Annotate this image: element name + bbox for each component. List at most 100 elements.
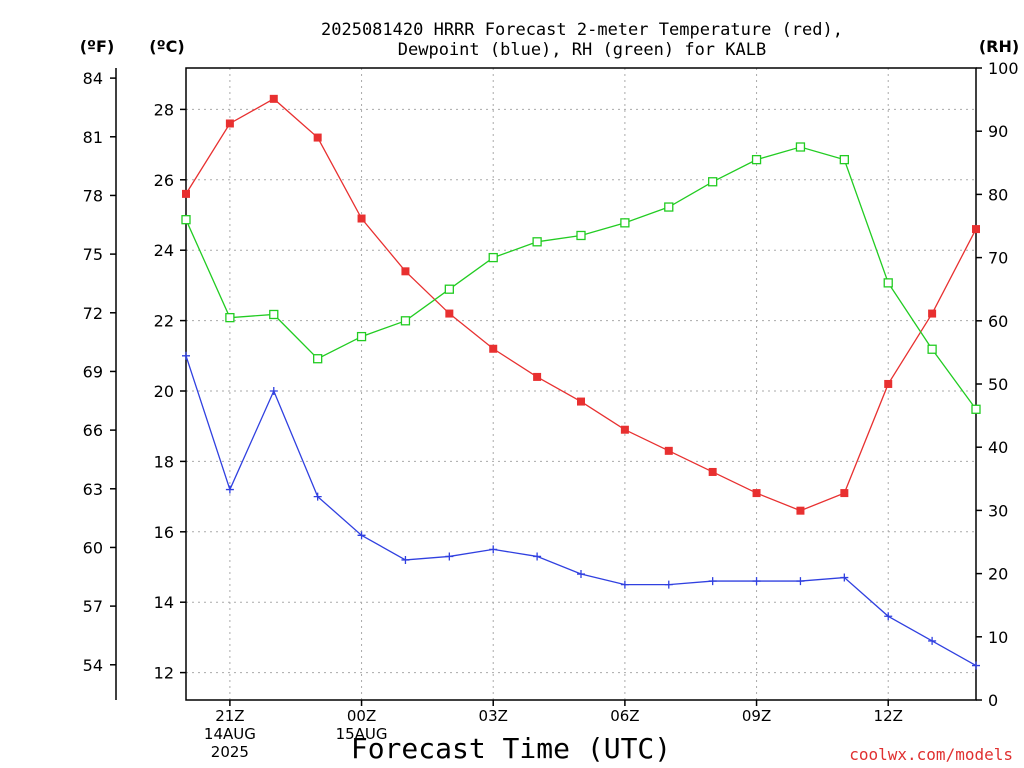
temperature-point	[313, 133, 322, 142]
temperature-point	[928, 309, 937, 318]
series-line-temperature	[185, 98, 977, 512]
dewpoint-point	[269, 387, 278, 395]
temperature-point	[620, 425, 629, 434]
dewpoint-point	[928, 636, 937, 645]
temperature-point	[972, 225, 980, 234]
dewpoint-point	[884, 612, 893, 621]
fahrenheit-tick-label: 57	[83, 597, 103, 616]
fahrenheit-tick-label: 81	[83, 128, 103, 147]
dewpoint-point	[182, 351, 190, 360]
temperature-point	[884, 379, 893, 388]
dewpoint-point	[708, 577, 717, 586]
dewpoint-point	[225, 485, 234, 494]
rh-point	[400, 316, 411, 326]
temperature-point	[401, 267, 410, 276]
celsius-tick-label: 26	[154, 171, 174, 190]
fahrenheit-tick-label: 84	[83, 69, 103, 88]
rh-point	[356, 331, 367, 342]
x-tick-label: 14AUG	[204, 725, 256, 743]
dewpoint-point	[664, 580, 673, 589]
rh-point	[664, 202, 674, 212]
rh-point	[708, 177, 718, 187]
rh-point	[883, 278, 893, 288]
fahrenheit-tick-label: 63	[83, 480, 103, 499]
temperature-point	[225, 119, 234, 128]
chart-title-line1: 2025081420 HRRR Forecast 2-meter Tempera…	[321, 20, 843, 40]
dewpoint-point	[489, 545, 498, 554]
celsius-axis-unit: (ºC)	[149, 37, 184, 56]
temperature-point	[445, 309, 454, 318]
rh-point	[225, 312, 235, 323]
celsius-tick-label: 28	[154, 100, 174, 119]
celsius-tick-label: 12	[154, 664, 174, 683]
rh-tick-label: 80	[988, 185, 1008, 204]
dewpoint-point	[445, 552, 454, 561]
rh-tick-label: 40	[988, 438, 1008, 457]
celsius-tick-label: 20	[154, 382, 174, 401]
rh-tick-label: 10	[988, 628, 1008, 647]
rh-tick-label: 50	[988, 375, 1008, 394]
x-tick-label: 12Z	[874, 707, 903, 725]
celsius-tick-label: 14	[154, 593, 174, 612]
dewpoint-point	[533, 552, 542, 561]
temperature-point	[752, 489, 761, 498]
rh-point	[927, 344, 937, 354]
rh-point	[181, 215, 191, 225]
x-tick-label: 15AUG	[336, 725, 388, 743]
fahrenheit-tick-label: 72	[83, 304, 103, 323]
rh-point	[751, 154, 762, 165]
dewpoint-point	[620, 580, 629, 589]
x-tick-label: 00Z	[347, 707, 376, 725]
rh-tick-label: 90	[988, 122, 1008, 141]
temperature-point	[577, 397, 585, 406]
rh-point	[620, 218, 630, 228]
temperature-point	[269, 94, 278, 103]
fahrenheit-tick-label: 54	[83, 656, 103, 675]
x-tick-label: 03Z	[479, 707, 508, 725]
celsius-tick-label: 18	[154, 452, 174, 471]
rh-point	[444, 284, 454, 294]
dewpoint-point	[313, 492, 322, 501]
temperature-point	[489, 344, 498, 353]
data-series	[181, 94, 981, 670]
dewpoint-point	[357, 531, 366, 540]
rh-point	[532, 237, 542, 247]
tick-labels: 54 57 60 63 66 69 72 75 78 81 84 12 14 16 18 20 22 24 26 28…	[83, 59, 1019, 761]
rh-point	[971, 404, 981, 414]
dewpoint-point	[840, 573, 849, 582]
temperature-point	[533, 372, 542, 381]
temperature-point	[796, 506, 805, 515]
dewpoint-point	[401, 555, 410, 564]
fahrenheit-axis-unit: (ºF)	[80, 37, 115, 56]
fahrenheit-tick-label: 69	[83, 362, 103, 381]
rh-tick-label: 30	[988, 501, 1008, 520]
rh-tick-label: 20	[988, 565, 1008, 584]
rh-tick-label: 0	[988, 691, 998, 710]
chart-title-line2: Dewpoint (blue), RH (green) for KALB	[398, 40, 766, 60]
fahrenheit-tick-label: 60	[83, 538, 103, 557]
x-tick-label: 2025	[211, 743, 249, 761]
temperature-point	[664, 446, 673, 455]
rh-axis-unit: (RH)	[979, 37, 1019, 56]
fahrenheit-tick-label: 75	[83, 245, 103, 264]
celsius-tick-label: 24	[154, 241, 174, 260]
rh-point	[576, 230, 586, 241]
temperature-point	[840, 489, 849, 498]
plot-frame	[185, 67, 977, 701]
celsius-tick-label: 22	[154, 312, 174, 331]
grid-lines	[186, 68, 976, 700]
rh-tick-label: 100	[988, 59, 1019, 78]
dewpoint-point	[577, 570, 585, 579]
rh-point	[488, 252, 498, 263]
dewpoint-point	[972, 661, 980, 670]
rh-tick-label: 70	[988, 249, 1008, 268]
credit-text: coolwx.com/models	[849, 745, 1013, 764]
rh-point	[795, 142, 806, 152]
x-tick-label: 21Z	[215, 707, 244, 725]
celsius-tick-label: 16	[154, 523, 174, 542]
temperature-point	[708, 467, 717, 476]
temperature-point	[182, 189, 190, 198]
temperature-point	[357, 214, 366, 223]
x-tick-label: 06Z	[610, 707, 639, 725]
